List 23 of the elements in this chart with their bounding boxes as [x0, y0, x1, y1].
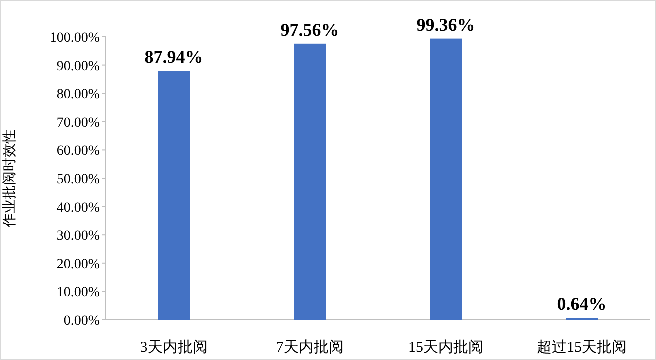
data-label: 87.94% [144, 47, 204, 68]
y-tick-label: 10.00% [56, 286, 100, 301]
x-tick-label: 15天内批阅 [408, 339, 484, 356]
data-label: 0.64% [557, 294, 607, 314]
y-tick-label: 30.00% [56, 229, 100, 244]
bar [430, 38, 462, 320]
y-tick-label: 50.00% [56, 172, 100, 188]
y-tick-label: 90.00% [56, 59, 100, 74]
y-tick-label: 60.00% [56, 144, 100, 160]
data-label: 99.36% [416, 14, 476, 35]
x-tick-label: 3天内批阅 [140, 339, 208, 356]
y-tick-label: 80.00% [56, 88, 100, 103]
bar [294, 44, 326, 320]
data-label: 97.56% [280, 20, 340, 40]
y-tick-label: 20.00% [56, 257, 100, 272]
y-tick-label: 100.00% [50, 31, 100, 46]
y-axis-title: 作业批阅时效性 [2, 130, 18, 228]
x-tick-label: 7天内批阅 [276, 339, 344, 356]
y-tick-label: 40.00% [56, 200, 100, 216]
y-tick-label: 70.00% [56, 116, 100, 131]
bar [158, 71, 190, 320]
y-tick-label: 0.00% [64, 314, 100, 329]
x-tick-label: 超过15天批阅 [537, 339, 627, 356]
